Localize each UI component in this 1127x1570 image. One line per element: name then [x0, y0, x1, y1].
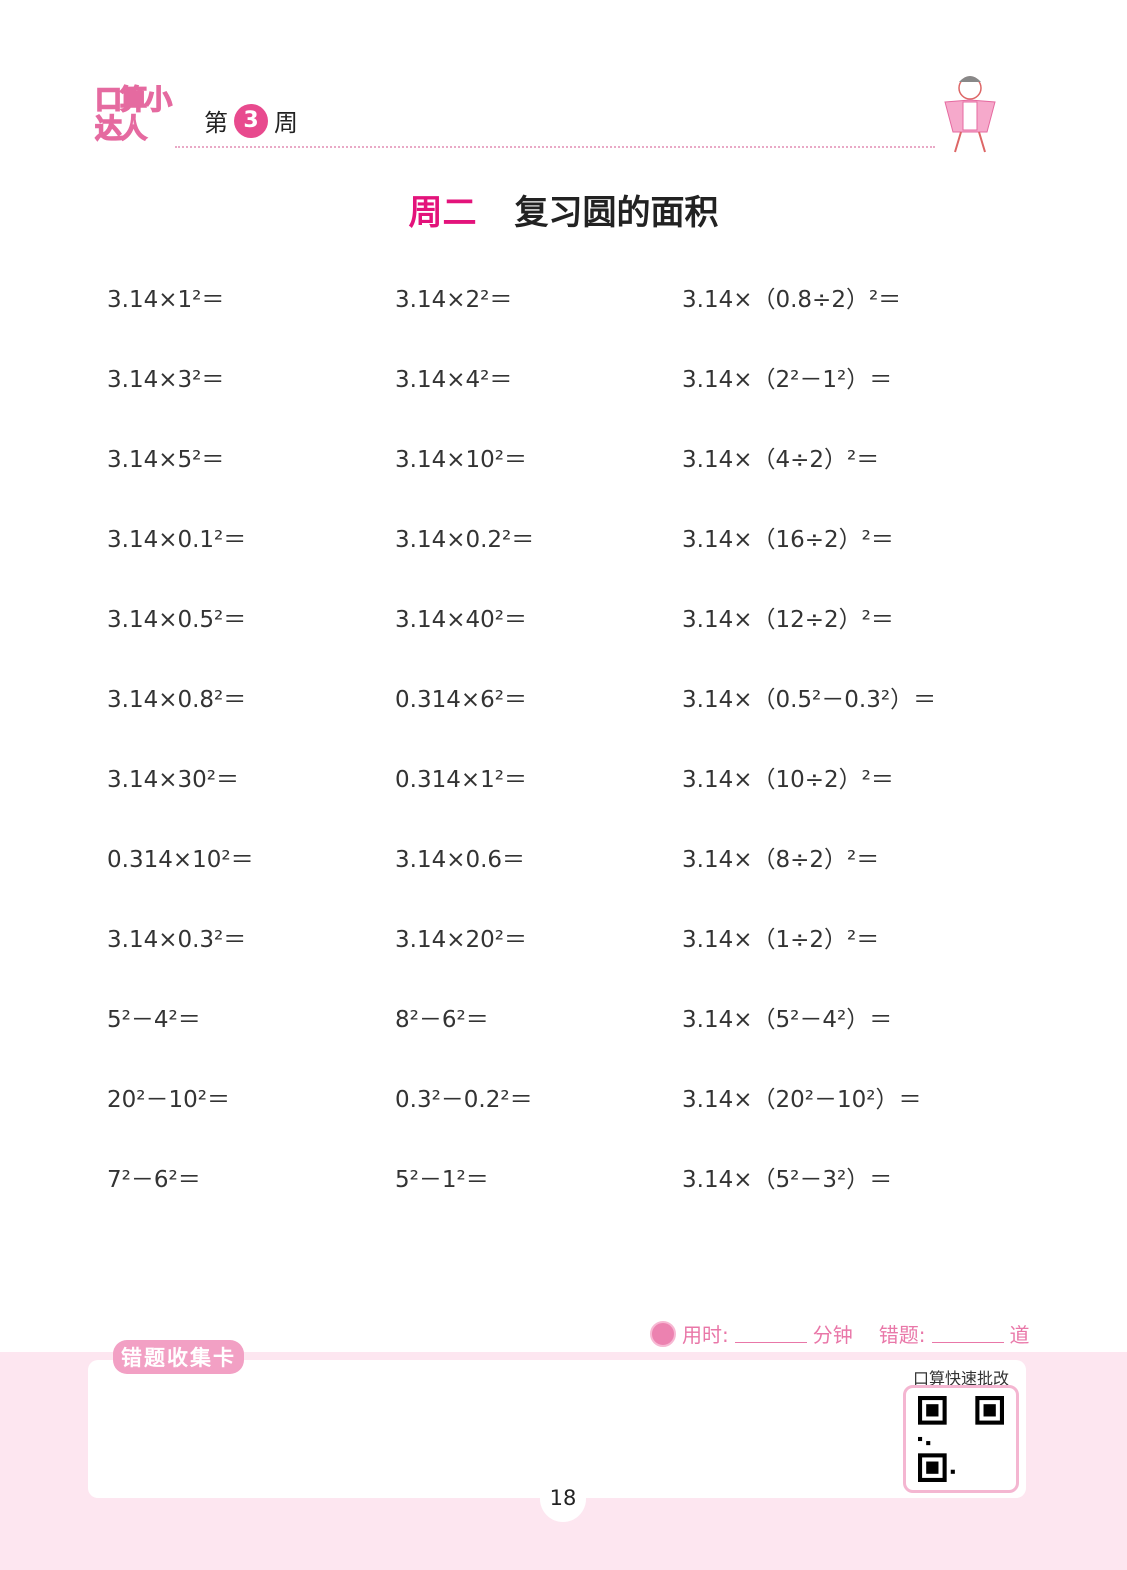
problem-item: 5²－1²＝ — [395, 1167, 489, 1193]
qr-label: 口算快速批改 — [913, 1369, 1010, 1388]
problem-item: 3.14×（5²－4²）＝ — [682, 1007, 893, 1033]
problem-item: 20²－10²＝ — [107, 1087, 230, 1113]
qr-code-icon — [918, 1396, 1004, 1482]
problem-item: 3.14×0.6＝ — [395, 847, 526, 873]
stopwatch-icon — [650, 1320, 676, 1347]
problem-item: 0.314×1²＝ — [395, 767, 527, 793]
problem-item: 3.14×（20²－10²）＝ — [682, 1087, 922, 1113]
problem-item: 3.14×30²＝ — [107, 767, 239, 793]
errors-unit: 道 — [1009, 1323, 1030, 1347]
problem-item: 3.14×2²＝ — [395, 287, 513, 313]
page-title: 周二 复习圆的面积 — [0, 185, 1127, 234]
error-collection-label: 错题收集卡 — [113, 1340, 244, 1374]
problem-item: 3.14×1²＝ — [107, 287, 225, 313]
problem-item: 3.14×（16÷2）²＝ — [682, 527, 894, 553]
problem-item: 3.14×（8÷2）²＝ — [682, 847, 880, 873]
problem-item: 8²－6²＝ — [395, 1007, 489, 1033]
problem-item: 5²－4²＝ — [107, 1007, 201, 1033]
problem-item: 3.14×（0.8÷2）²＝ — [682, 287, 902, 313]
problem-item: 3.14×3²＝ — [107, 367, 225, 393]
problem-item: 3.14×（12÷2）²＝ — [682, 607, 894, 633]
problem-item: 3.14×20²＝ — [395, 927, 527, 953]
problem-item: 3.14×0.3²＝ — [107, 927, 247, 953]
problem-item: 3.14×0.8²＝ — [107, 687, 247, 713]
mascot-icon — [944, 76, 996, 153]
errors-label: 错题: — [878, 1323, 926, 1347]
logo: 口算小达人 — [94, 85, 173, 145]
time-label: 用时: — [682, 1323, 729, 1347]
problem-item: 3.14×（4÷2）²＝ — [682, 447, 880, 473]
problem-item: 3.14×40²＝ — [395, 607, 527, 633]
week-suffix: 周 — [274, 109, 298, 137]
problem-item: 3.14×（0.5²－0.3²）＝ — [682, 687, 937, 713]
problem-item: 3.14×（10÷2）²＝ — [682, 767, 894, 793]
problem-item: 3.14×5²＝ — [107, 447, 225, 473]
title-topic: 复习圆的面积 — [514, 193, 719, 233]
time-record: 用时: 分钟 错题: 道 — [650, 1319, 1030, 1348]
page-number: 18 — [540, 1476, 586, 1522]
qr-code[interactable] — [903, 1385, 1019, 1493]
problem-item: 0.314×10²＝ — [107, 847, 254, 873]
time-blank[interactable] — [734, 1325, 807, 1343]
title-day: 周二 — [408, 193, 477, 233]
time-unit: 分钟 — [812, 1323, 853, 1347]
problem-item: 0.314×6²＝ — [395, 687, 527, 713]
problem-item: 3.14×（1÷2）²＝ — [682, 927, 880, 953]
week-prefix: 第 — [204, 109, 228, 137]
problem-item: 0.3²－0.2²＝ — [395, 1087, 533, 1113]
problem-item: 3.14×0.2²＝ — [395, 527, 535, 553]
problem-item: 3.14×（5²－3²）＝ — [682, 1167, 893, 1193]
problem-item: 3.14×4²＝ — [395, 367, 513, 393]
problem-item: 7²－6²＝ — [107, 1167, 201, 1193]
error-collection-card[interactable] — [88, 1360, 1026, 1498]
errors-blank[interactable] — [931, 1325, 1004, 1343]
alarm-clock-week-number: 3 — [234, 103, 268, 138]
header-divider — [175, 146, 935, 148]
problem-item: 3.14×10²＝ — [395, 447, 527, 473]
problem-item: 3.14×0.5²＝ — [107, 607, 247, 633]
problem-item: 3.14×（2²－1²）＝ — [682, 367, 893, 393]
problem-item: 3.14×0.1²＝ — [107, 527, 247, 553]
week-indicator: 第 3 周 — [204, 103, 298, 138]
